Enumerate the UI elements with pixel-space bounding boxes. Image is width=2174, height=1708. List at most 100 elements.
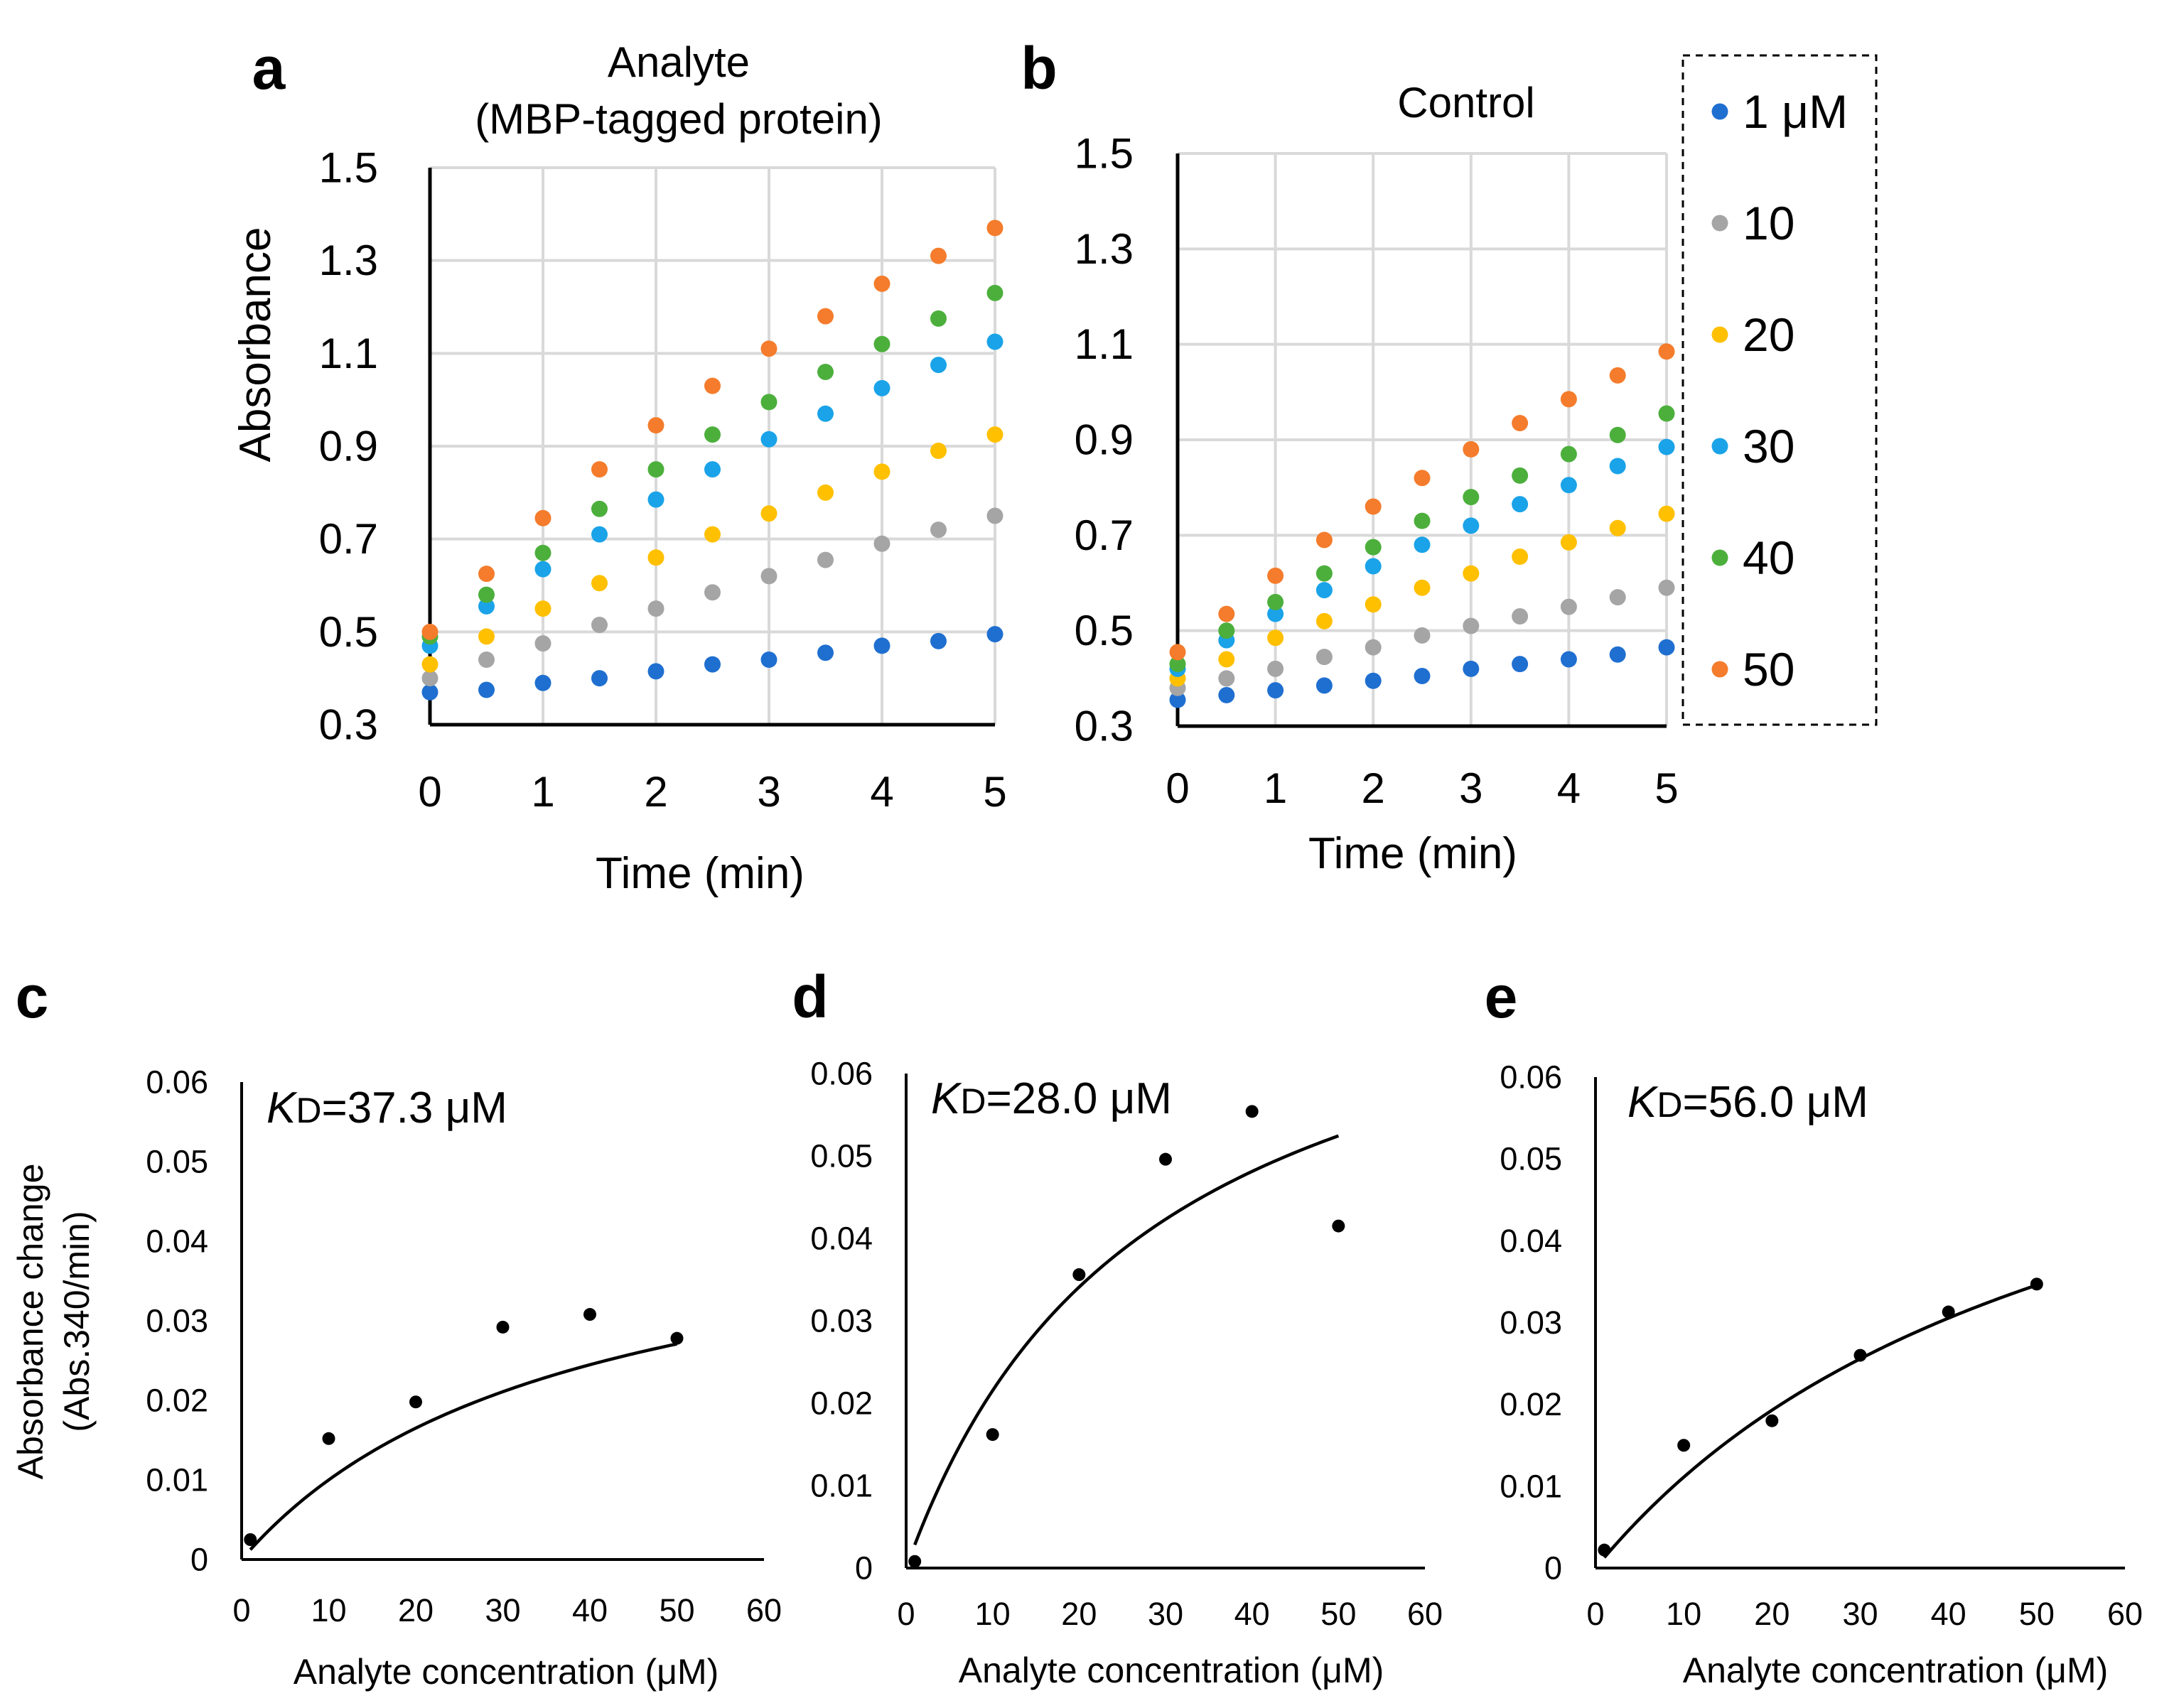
data-point	[1218, 686, 1235, 703]
data-point	[1315, 582, 1333, 599]
data-point	[986, 507, 1003, 524]
panel-letter: a	[252, 35, 286, 102]
data-point	[1169, 691, 1186, 708]
panel-letter: b	[1021, 35, 1057, 102]
data-point	[760, 505, 777, 522]
fit-curve	[1603, 1283, 2038, 1559]
x-tick-label: 10	[975, 1596, 1011, 1632]
kd-subscript: D	[296, 1091, 321, 1130]
y-tick-label: 0	[1544, 1550, 1562, 1587]
data-point	[1598, 1543, 1611, 1557]
y-tick-label: 0.9	[319, 423, 378, 470]
data-point	[591, 461, 608, 478]
x-axis-label: Analyte concentration (μM)	[959, 1650, 1384, 1690]
y-tick-label: 0.03	[1500, 1304, 1562, 1341]
data-point	[534, 509, 551, 526]
data-point	[421, 683, 438, 701]
y-tick-label: 0.5	[1075, 607, 1134, 654]
data-point	[1560, 477, 1577, 494]
x-tick-label: 20	[1061, 1596, 1097, 1632]
chart-title: Analyte	[608, 38, 750, 86]
data-point	[1463, 660, 1480, 677]
x-tick-label: 1	[531, 768, 554, 816]
x-tick-label: 40	[572, 1592, 608, 1628]
x-tick-label: 3	[1459, 764, 1482, 812]
data-point	[1414, 627, 1431, 644]
data-point	[817, 405, 834, 422]
legend-marker	[1711, 215, 1728, 232]
data-point	[583, 1308, 596, 1321]
panel-letter: d	[792, 963, 828, 1030]
x-axis-label: Time (min)	[596, 849, 805, 898]
panel-letter: c	[16, 963, 49, 1030]
data-point	[704, 426, 721, 443]
kd-value: =37.3 μM	[321, 1083, 507, 1133]
data-point	[986, 220, 1003, 237]
y-axis-label: Absorbance	[231, 227, 280, 463]
data-point	[2030, 1277, 2043, 1291]
kd-symbol: K	[267, 1083, 298, 1133]
y-tick-label: 0.04	[1500, 1223, 1562, 1259]
data-point	[986, 426, 1003, 443]
kd-value: =56.0 μM	[1682, 1078, 1868, 1127]
data-point	[1512, 414, 1529, 431]
data-point	[647, 461, 664, 478]
series-10	[1169, 579, 1675, 696]
data-point	[421, 670, 438, 687]
data-point	[1512, 496, 1529, 513]
y-tick-label: 0	[190, 1542, 208, 1578]
data-point	[1267, 567, 1284, 584]
data-point	[760, 394, 777, 411]
data-point	[478, 586, 495, 603]
y-tick-label: 0.06	[810, 1056, 873, 1092]
data-point	[1245, 1105, 1259, 1118]
data-point	[1332, 1219, 1345, 1233]
data-point	[873, 275, 890, 292]
data-point	[1609, 589, 1626, 606]
data-point	[478, 598, 495, 615]
x-tick-label: 40	[1234, 1596, 1270, 1632]
data-point	[591, 526, 608, 543]
y-tick-label: 0.03	[146, 1303, 208, 1339]
x-tick-label: 5	[983, 768, 1006, 816]
data-point	[647, 600, 664, 617]
data-point	[986, 1428, 999, 1442]
chart-panel-d: d 0 0.01 0.02 0.03 0.04 0.05 0.06 0 10 20 30 40 50 60 A…	[792, 963, 1443, 1690]
x-tick-label: 0	[418, 768, 441, 816]
x-tick-label: 2	[1362, 764, 1385, 812]
kd-subscript: D	[1657, 1085, 1682, 1125]
y-tick-label: 0.01	[1500, 1468, 1562, 1504]
data-point	[534, 544, 551, 561]
data-point	[1658, 505, 1675, 522]
data-point	[1658, 579, 1675, 596]
data-point	[1560, 534, 1577, 551]
data-point	[1218, 605, 1235, 622]
data-point	[591, 617, 608, 634]
y-tick-label: 0.3	[1075, 703, 1134, 750]
y-tick-label: 0.5	[319, 608, 378, 656]
chart-title: (MBP-tagged protein)	[475, 95, 883, 143]
data-point	[1414, 512, 1431, 529]
data-point	[704, 461, 721, 478]
legend-label: 10	[1743, 197, 1794, 249]
data-point	[817, 363, 834, 380]
series-30	[1169, 438, 1675, 677]
data-point	[930, 521, 947, 539]
data-point	[647, 417, 664, 434]
data-point	[873, 535, 890, 552]
fit-curve	[913, 1134, 1340, 1546]
data-point	[873, 335, 890, 352]
data-point	[704, 377, 721, 394]
data-point	[1218, 622, 1235, 639]
data-point	[1609, 367, 1626, 384]
series-20	[421, 426, 1003, 673]
data-point	[1512, 608, 1529, 625]
data-point	[1072, 1268, 1086, 1282]
data-point	[478, 566, 495, 583]
y-tick-label: 0.02	[146, 1383, 208, 1419]
data-point	[1365, 672, 1382, 689]
data-point	[244, 1533, 257, 1546]
data-point	[986, 333, 1003, 350]
data-point	[873, 463, 890, 480]
y-tick-label: 0.05	[146, 1144, 208, 1180]
